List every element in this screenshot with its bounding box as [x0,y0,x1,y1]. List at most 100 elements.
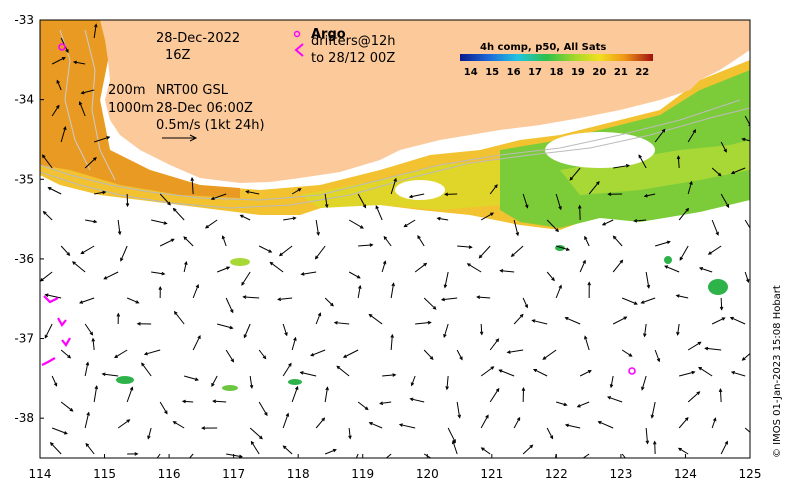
current-arrow [151,271,166,276]
current-arrow [436,216,449,221]
current-arrow [85,219,98,224]
current-arrow [204,219,218,229]
current-arrow [698,366,713,377]
current-arrow [159,193,171,206]
current-arrow [93,136,111,143]
current-arrow [114,349,128,358]
current-arrow [531,319,548,325]
current-arrow [754,246,764,254]
current-arrow [93,23,98,39]
x-tick-label: 118 [287,467,310,481]
drifter-track [57,317,67,327]
sst-patch [116,376,134,384]
current-arrow [410,375,416,387]
credit-label: © IMOS 01-Jan-2023 15:08 Hobart [772,285,783,458]
velocity-scale-arrow [162,134,198,142]
current-arrow [498,369,515,377]
current-vectors [40,23,764,458]
y-tick-label: -35 [14,172,34,186]
time-label: 16Z [165,48,191,63]
current-arrow [480,447,491,455]
plot-frame [39,19,751,459]
current-arrow [60,126,67,143]
isobath-1000m-label: 1000m [108,101,154,116]
current-arrow [456,349,463,361]
current-arrow [72,60,86,65]
current-arrow [310,349,326,357]
colorbar-tick-label: 17 [528,67,542,78]
current-arrow [241,271,251,286]
current-arrow [201,426,218,430]
current-arrow [183,260,188,273]
current-arrow [239,214,251,221]
current-arrow [621,453,626,458]
current-arrow [390,177,397,195]
drifter-track [41,357,56,366]
current-arrow [480,212,495,221]
current-arrow [181,399,194,404]
current-arrow [414,262,428,273]
current-arrow [597,421,614,429]
current-arrow [711,317,726,325]
current-arrow [126,297,140,304]
current-arrow [60,401,74,412]
isobath-1000m [40,107,750,209]
current-arrow [444,192,458,197]
current-arrow [357,193,367,209]
current-arrow [269,261,284,273]
current-arrow [577,204,582,221]
current-arrow [719,297,724,311]
current-arrow [720,141,727,153]
current-arrow [687,129,696,143]
current-arrow [499,269,515,273]
current-arrow [582,453,590,458]
current-arrow [654,349,661,363]
current-arrow [117,419,131,429]
current-arrow [390,282,395,299]
current-arrow [141,362,152,377]
current-arrow [172,421,185,429]
current-arrow [687,180,693,195]
y-tick-label: -36 [14,252,34,266]
x-tick-label: 123 [609,467,632,481]
current-arrow [601,219,614,226]
x-tick-label: 115 [93,467,116,481]
current-arrow [556,401,568,407]
argo-legend-icon [293,30,301,38]
current-arrow [47,187,62,195]
current-arrow [606,396,623,403]
current-arrow [476,295,491,299]
current-arrow [258,401,268,417]
current-arrow [443,323,449,339]
current-arrow [348,427,352,440]
current-arrow [730,167,746,175]
current-arrow [283,216,297,221]
current-arrow [101,372,119,377]
current-arrow [358,243,374,247]
current-arrow [641,375,647,391]
colorbar [460,54,653,61]
x-tick-label: 124 [674,467,697,481]
current-arrow [409,397,425,403]
current-arrow [711,417,717,429]
y-tick-label: -38 [14,411,34,425]
current-arrow [127,452,139,456]
current-arrow [638,154,647,169]
current-arrow [675,294,689,299]
current-arrow [489,338,500,351]
current-arrow [158,285,163,299]
current-arrow [532,368,548,377]
current-arrow [210,193,227,201]
current-arrow [489,184,498,195]
current-arrow [655,240,671,247]
current-arrow [84,361,90,377]
current-arrow [513,416,521,429]
current-arrow [291,336,297,351]
drifter-tracks [41,295,71,366]
current-arrow [136,322,152,326]
drifters-time-label: to 28/12 00Z [311,51,395,66]
colorbar-tick-label: 20 [592,67,606,78]
current-arrow [698,267,713,273]
current-arrow [159,401,168,415]
current-arrow [443,271,449,289]
